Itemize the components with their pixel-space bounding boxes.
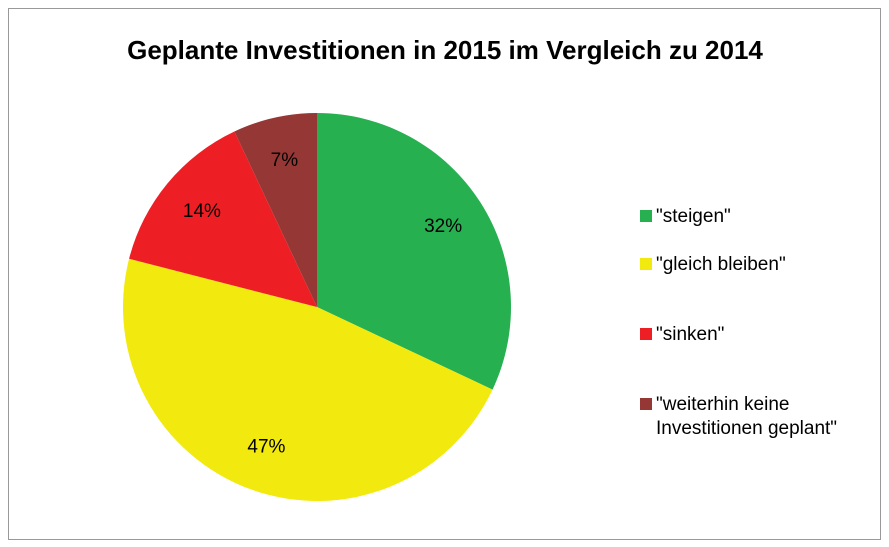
legend-label: "steigen" [656, 206, 731, 227]
legend-swatch [640, 398, 652, 410]
data-label: 14% [183, 201, 221, 222]
pie-slice [317, 113, 511, 390]
pie-slice [123, 258, 493, 501]
legend-swatch [640, 258, 652, 270]
legend-item: "sinken" [640, 323, 866, 347]
pie-slice [234, 113, 317, 307]
legend-label: "weiterhin keine Investitionen geplant" [656, 394, 838, 439]
legend-label: "gleich bleiben" [656, 254, 786, 275]
chart-title: Geplante Investitionen in 2015 im Vergle… [127, 35, 763, 65]
legend-swatch [640, 210, 652, 222]
legend-label: "sinken" [656, 324, 725, 345]
data-label: 47% [247, 437, 285, 458]
legend-item: "weiterhin keine Investitionen geplant" [640, 393, 866, 441]
data-label: 7% [271, 150, 299, 171]
data-label: 32% [424, 216, 462, 237]
pie-slice [129, 131, 317, 307]
legend-item: "gleich bleiben" [640, 253, 866, 277]
legend-item: "steigen" [640, 205, 866, 229]
legend-swatch [640, 328, 652, 340]
